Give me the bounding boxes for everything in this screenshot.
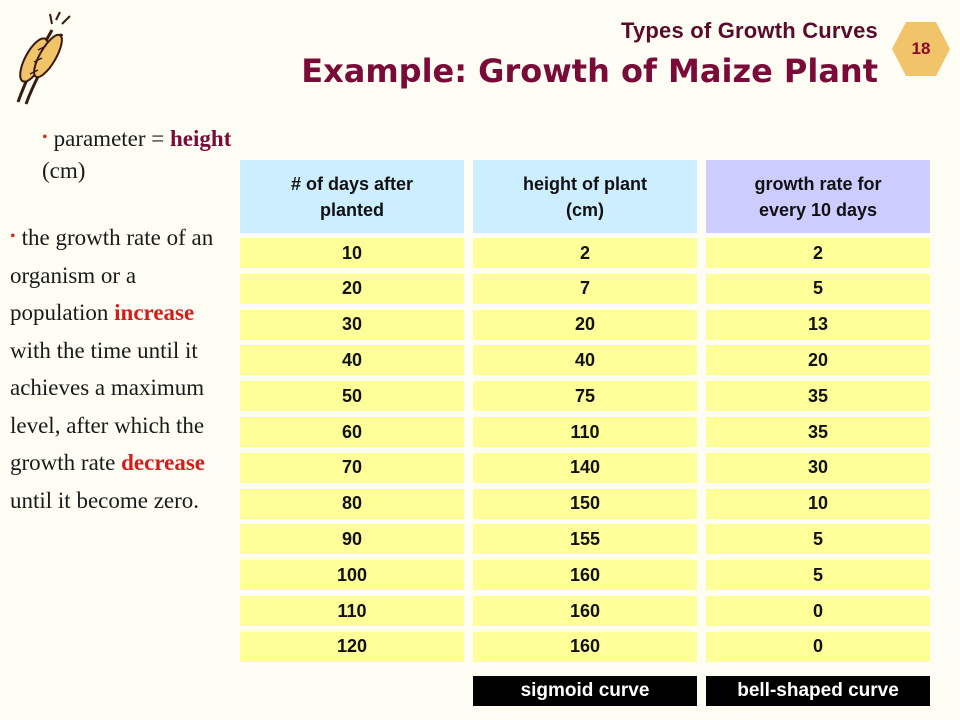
- slide-kicker: Types of Growth Curves: [620, 18, 878, 43]
- rate-cell: 2: [706, 238, 930, 268]
- header-height-line1: height of plant: [523, 173, 647, 194]
- days-cell: 120: [240, 631, 464, 662]
- growth-text-part3: until it become zero.: [10, 487, 200, 513]
- rate-cell: 5: [706, 524, 930, 555]
- height-cell: 160: [473, 631, 697, 662]
- height-cell: 150: [473, 488, 697, 519]
- days-cell: 90: [240, 524, 464, 555]
- increase-word: increase: [114, 300, 195, 325]
- rate-cell: 10: [706, 488, 930, 519]
- header-height: height of plant (cm): [473, 160, 697, 233]
- header-rate-line2: every 10 days: [758, 199, 878, 220]
- height-cell: 160: [473, 560, 697, 591]
- days-cell: 20: [240, 273, 464, 304]
- rate-cell: 0: [706, 631, 930, 662]
- height-cell: 20: [473, 309, 697, 340]
- height-cell: 160: [473, 596, 697, 626]
- rate-cell: 0: [706, 596, 930, 626]
- parameter-unit: (cm): [42, 158, 86, 183]
- header-days-line1: # of days after: [290, 173, 414, 194]
- rate-cell: 20: [706, 345, 930, 376]
- header-height-line2: (cm): [565, 199, 604, 220]
- height-cell: 110: [473, 417, 697, 447]
- growth-text-part1: the growth rate of an organism or a popu…: [10, 225, 214, 325]
- bullet-icon: •: [42, 129, 48, 146]
- height-cell: 75: [473, 381, 697, 412]
- page-number-badge-icon: [892, 22, 950, 76]
- height-cell: 140: [473, 452, 697, 483]
- days-cell: 110: [240, 596, 464, 626]
- rate-cell: 35: [706, 417, 930, 447]
- growth-description: • the growth rate of an organism or a pop…: [10, 218, 238, 519]
- parameter-label: parameter =: [53, 126, 171, 151]
- slide-title: Example: Growth of Maize Plant: [301, 52, 878, 90]
- header-rate-line1: growth rate for: [754, 173, 882, 194]
- rate-cell: 5: [706, 560, 930, 591]
- height-cell: 155: [473, 524, 697, 555]
- height-cell: 40: [473, 345, 697, 376]
- footer-bell-shaped-curve: bell-shaped curve: [706, 676, 930, 706]
- growth-text-part2: with the time until it achieves a maximu…: [10, 337, 205, 476]
- rate-cell: 30: [706, 452, 930, 483]
- rate-cell: 5: [706, 273, 930, 304]
- rate-cell: 35: [706, 381, 930, 412]
- header-days: # of days after planted: [240, 160, 464, 233]
- height-cell: 2: [473, 238, 697, 268]
- days-cell: 80: [240, 488, 464, 519]
- rate-cell: 13: [706, 309, 930, 340]
- days-cell: 10: [240, 238, 464, 268]
- days-cell: 100: [240, 560, 464, 591]
- days-cell: 30: [240, 309, 464, 340]
- bullet-icon: •: [10, 228, 16, 245]
- days-cell: 70: [240, 452, 464, 483]
- decrease-word: decrease: [121, 450, 206, 475]
- page-number: 18: [911, 39, 931, 58]
- days-cell: 50: [240, 381, 464, 412]
- parameter-value: height: [170, 126, 232, 151]
- parameter-note: • parameter = height (cm): [42, 122, 342, 187]
- days-cell: 40: [240, 345, 464, 376]
- header-growth-rate: growth rate for every 10 days: [706, 160, 930, 233]
- days-cell: 60: [240, 417, 464, 447]
- footer-sigmoid-curve: sigmoid curve: [473, 676, 697, 706]
- wheat-sheaf-logo: [16, 11, 71, 105]
- height-cell: 7: [473, 273, 697, 304]
- header-days-line2: planted: [319, 199, 384, 220]
